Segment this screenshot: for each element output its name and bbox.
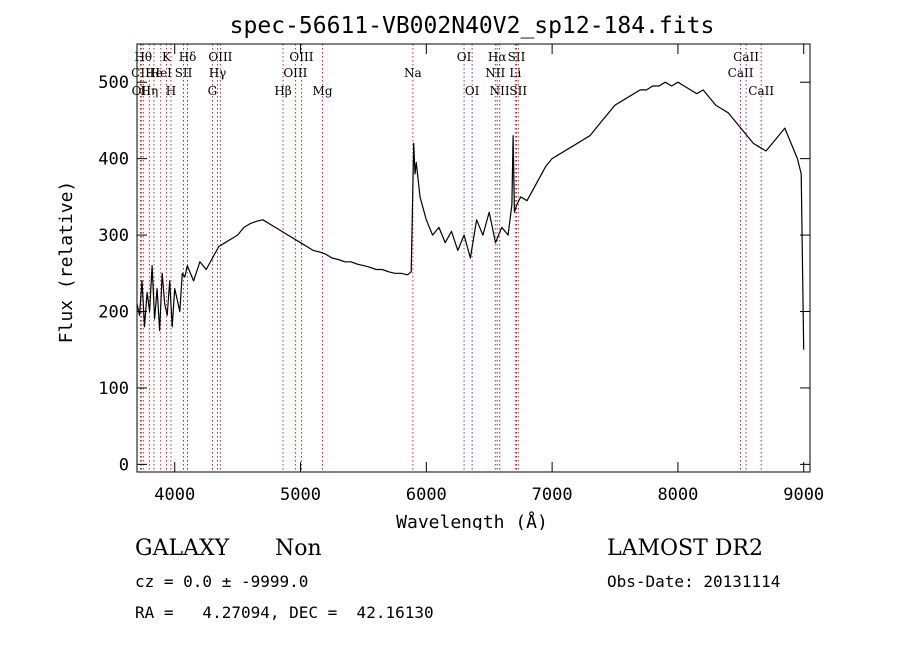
y-tick-label: 300 [98,226,129,246]
line-label: Hδ [179,50,197,64]
object-subclass: Non [275,536,322,561]
x-tick-label: 6000 [406,485,447,505]
line-label: Hγ [209,66,227,80]
line-label: CII [131,66,150,80]
y-tick-label: 400 [98,150,129,170]
line-label: HeI [150,66,173,80]
ra-dec: RA = 4.27094, DEC = 42.16130 [135,603,434,622]
axes: 4000 5000 6000 7000 8000 9000 0 100 200 300 400 500 [98,44,824,505]
x-tick-label: 5000 [280,485,321,505]
y-axis-label: Flux (relative) [56,181,77,344]
line-label: Hβ [274,84,291,98]
line-label: OI [457,50,472,64]
line-label: Hθ [134,50,152,64]
line-label: OIII [208,50,232,64]
plot-frame [136,43,811,473]
x-tick-label: 4000 [154,485,195,505]
line-label: SII [508,50,526,64]
x-tick-label: 9000 [783,485,824,505]
line-label: CaII [748,84,774,98]
line-label: OI [465,84,480,98]
spectrum-chart: spec-56611-VB002N40V2_sp12-184.fits CII O… [56,13,824,530]
line-label: H [166,84,176,98]
object-class: GALAXY [135,536,230,561]
line-label: CaII [733,50,759,64]
x-axis-label: Wavelength (Å) [396,511,548,530]
line-label: CaII [728,66,754,80]
survey-name: LAMOST DR2 [607,536,763,561]
spectrum-line [136,81,805,350]
line-label: Li [509,66,521,80]
line-label: Hη [140,84,158,98]
y-tick-label: 0 [119,455,129,475]
chart-title: spec-56611-VB002N40V2_sp12-184.fits [230,13,715,39]
line-label: SII [175,66,193,80]
line-label: He [145,66,163,80]
line-label: Mg [313,84,333,98]
emission-lines: CIIOIIHθHηHeHeIKHSIIHδGHγOIIIHβOIIIOIIIM… [131,44,774,472]
line-label: NII [485,66,505,80]
line-label: SII [509,84,527,98]
line-label: NII [490,84,510,98]
line-label: Na [404,66,422,80]
obs-date: Obs-Date: 20131114 [607,572,781,591]
spectrum-series [136,81,805,350]
line-label: Hα [488,50,507,64]
line-label: OIII [289,50,313,64]
line-label: K [162,50,172,64]
x-tick-label: 7000 [532,485,573,505]
line-label: OIII [283,66,307,80]
y-tick-label: 200 [98,303,129,323]
y-tick-label: 100 [98,379,129,399]
line-label: G [208,84,218,98]
y-tick-label: 500 [98,73,129,93]
x-tick-label: 8000 [657,485,698,505]
redshift-cz: cz = 0.0 ± -9999.0 [135,572,309,591]
